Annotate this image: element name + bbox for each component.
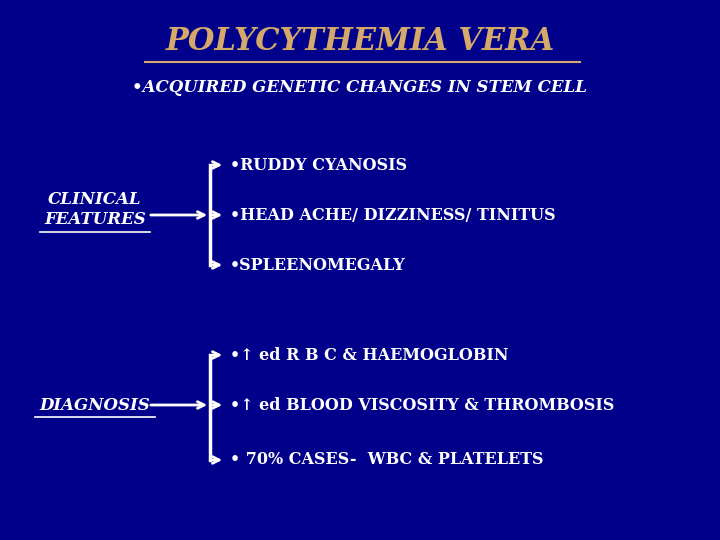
Text: •RUDDY CYANOSIS: •RUDDY CYANOSIS <box>230 157 407 173</box>
Text: POLYCYTHEMIA VERA: POLYCYTHEMIA VERA <box>166 26 554 57</box>
Text: •↑ ed BLOOD VISCOSITY & THROMBOSIS: •↑ ed BLOOD VISCOSITY & THROMBOSIS <box>230 396 614 414</box>
Text: • 70% CASES-  WBC & PLATELETS: • 70% CASES- WBC & PLATELETS <box>230 451 544 469</box>
Text: •↑ ed R B C & HAEMOGLOBIN: •↑ ed R B C & HAEMOGLOBIN <box>230 347 508 363</box>
Text: DIAGNOSIS: DIAGNOSIS <box>40 396 150 414</box>
Text: CLINICAL: CLINICAL <box>48 192 142 208</box>
Text: •SPLEENOMEGALY: •SPLEENOMEGALY <box>230 256 406 273</box>
Text: •ACQUIRED GENETIC CHANGES IN STEM CELL: •ACQUIRED GENETIC CHANGES IN STEM CELL <box>132 79 588 97</box>
Text: •HEAD ACHE/ DIZZINESS/ TINITUS: •HEAD ACHE/ DIZZINESS/ TINITUS <box>230 206 556 224</box>
Text: FEATURES: FEATURES <box>44 212 146 228</box>
